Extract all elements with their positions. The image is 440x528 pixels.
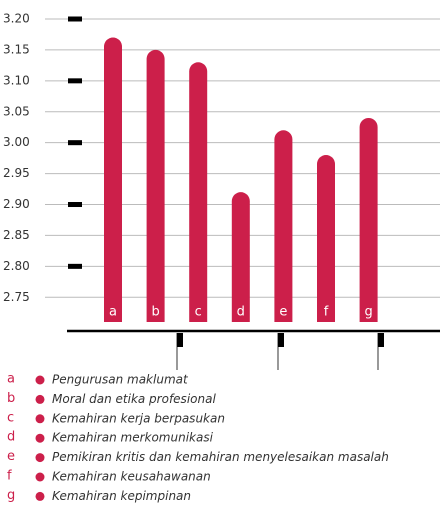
bar: [359, 117, 378, 322]
tick-mark: [68, 16, 82, 22]
legend-text: Kemahiran merkomunikasi: [52, 431, 214, 445]
bar: [189, 62, 208, 323]
legend-dot: [35, 433, 45, 443]
tick-mark: [68, 78, 82, 84]
legend-dot: [35, 394, 45, 404]
bar-label: d: [237, 305, 245, 320]
y-tick-label: 3.05: [3, 104, 30, 118]
legend-text: Moral dan etika profesional: [52, 392, 216, 406]
y-tick-label: 3.15: [3, 42, 30, 56]
legend-letter: e: [7, 449, 15, 464]
y-tick-label: 2.90: [3, 197, 30, 211]
bar-label: a: [109, 305, 117, 320]
legend-dot: [35, 414, 45, 424]
bar-label: f: [324, 305, 329, 320]
tick-mark: [68, 202, 82, 208]
y-tick-label: 3.20: [3, 12, 30, 26]
tick-mark: [68, 263, 82, 269]
bar: [231, 192, 250, 322]
y-tick-label: 2.95: [3, 166, 30, 180]
bar-label: e: [279, 305, 287, 320]
legend-dot: [35, 472, 45, 482]
tick-mark: [68, 140, 82, 146]
bar: [274, 130, 293, 322]
y-tick-label: 3.10: [3, 73, 30, 87]
axis-decoration: [176, 333, 384, 370]
legend-dot: [35, 491, 45, 501]
y-tick-label: 2.85: [3, 228, 30, 242]
legend-text: Pemikiran kritis dan kemahiran menyelesa…: [52, 450, 389, 464]
legend-dot: [35, 375, 45, 385]
bar-label: c: [195, 305, 202, 320]
legend-text: Kemahiran kerja berpasukan: [52, 411, 225, 425]
legend-letter: f: [7, 469, 12, 484]
legend-text: Kemahiran kepimpinan: [52, 489, 191, 503]
bar: [317, 155, 335, 322]
y-tick-label: 2.75: [3, 290, 30, 304]
bar-label: b: [151, 305, 159, 320]
legend-letter: g: [7, 488, 15, 503]
bar-label: g: [364, 305, 372, 320]
legend-letter: a: [7, 372, 15, 387]
legend-dot: [35, 453, 45, 463]
bar: [104, 37, 122, 322]
y-tick-label: 3.00: [3, 135, 30, 149]
legend-letter: b: [7, 391, 15, 406]
legend-letter: c: [7, 410, 14, 425]
y-tick-label: 2.80: [3, 259, 30, 273]
legend-letter: d: [7, 430, 15, 445]
legend-text: Pengurusan maklumat: [52, 373, 189, 387]
legend-text: Kemahiran keusahawanan: [52, 470, 211, 484]
bar: [146, 49, 165, 322]
